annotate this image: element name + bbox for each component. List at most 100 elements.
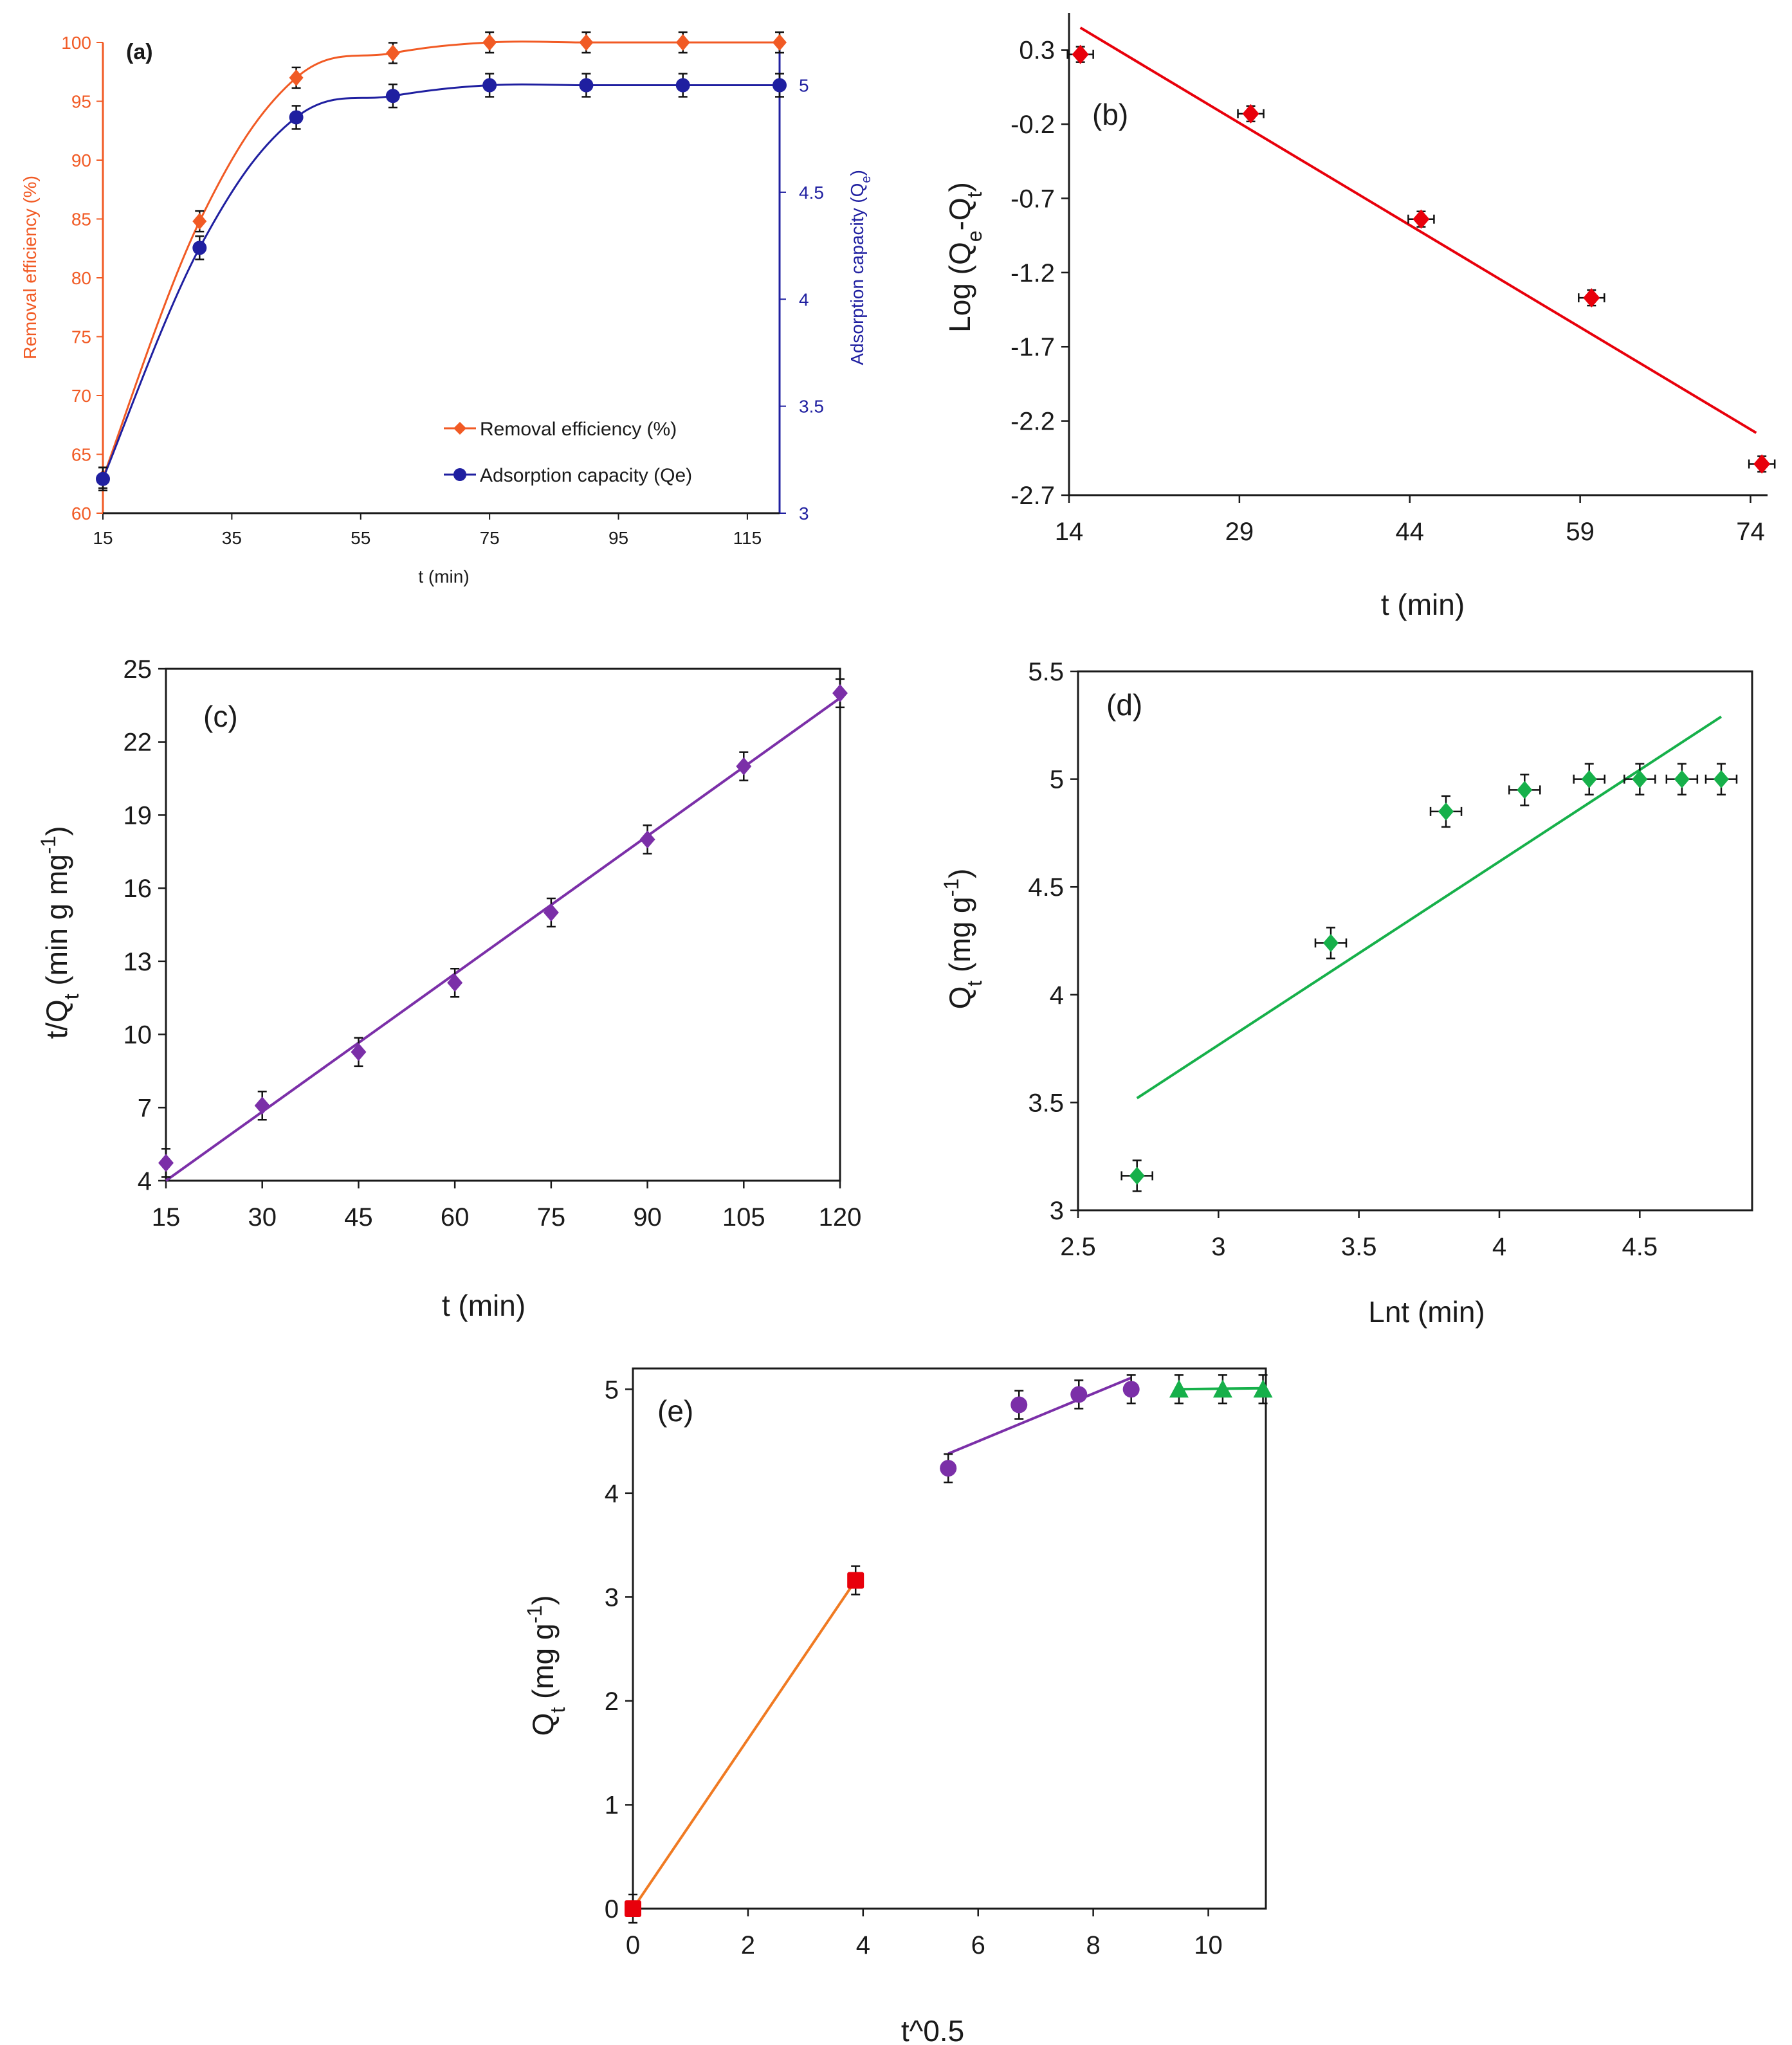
panel-e-data-point-stage-2	[1122, 1381, 1140, 1398]
panel-a-efficiency-point	[192, 213, 207, 230]
panel-c-plot-frame	[165, 668, 841, 1182]
panel-a-right-tick-label: 5	[799, 76, 809, 96]
panel-e-y-tick-label: 3	[605, 1583, 619, 1612]
panel-b-y-tick-label: -0.7	[1010, 185, 1055, 213]
panel-a-capacity-point	[96, 471, 110, 486]
panel-c-y-tick-label: 19	[123, 801, 152, 830]
panel-c-data-point	[351, 1042, 367, 1061]
panel-a-capacity-point	[482, 78, 497, 93]
panel-c-data-point	[254, 1096, 270, 1115]
panel-b-data-point	[1242, 104, 1259, 123]
panel-d-x-tick-label: 4.5	[1622, 1233, 1658, 1261]
panel-c-data-point	[736, 757, 752, 776]
panel-a-capacity-point	[192, 241, 207, 255]
panel-a-efficiency-curve	[102, 41, 780, 478]
panel-b-data-point	[1413, 209, 1430, 229]
panel-d-y-tick-label: 3	[1050, 1197, 1064, 1225]
panel-a-capacity-point	[385, 89, 400, 104]
panel-a-x-tick-label: 55	[351, 528, 370, 548]
panel-c-x-tick-label: 45	[344, 1203, 373, 1232]
panel-d-y-tick-label: 3.5	[1028, 1089, 1064, 1117]
panel-a-ylabel-left: Removal efficiency (%)	[20, 176, 40, 359]
panel-c-x-tick-label: 90	[633, 1203, 662, 1232]
panel-d-y-tick-label: 4	[1050, 981, 1064, 1010]
panel-c-data-point	[639, 830, 655, 849]
panel-c-label: (c)	[203, 700, 238, 733]
panel-b-x-tick-label: 59	[1566, 518, 1595, 546]
panel-b-xlabel: t (min)	[1381, 588, 1465, 621]
panel-a-legend-efficiency: Removal efficiency (%)	[480, 419, 677, 440]
panel-c-x-tick-label: 30	[248, 1203, 277, 1232]
panel-b-x-tick-label: 29	[1225, 518, 1254, 546]
panel-e-x-tick-label: 0	[626, 1931, 640, 1959]
panel-c-y-tick-label: 10	[123, 1021, 152, 1050]
panel-e-x-tick-label: 10	[1194, 1931, 1223, 1959]
panel-a-capacity-point	[579, 78, 594, 93]
panel-a-left-tick-label: 65	[71, 445, 91, 465]
panel-d-ylabel: Qt (mg g-1)	[940, 869, 986, 1010]
panel-c-pseudo-second-order: (c) t (min) t/Qt (min g mg-1) 15 30 45 60 75…	[37, 655, 861, 1322]
panel-a-legend: Removal efficiency (%) Adsorption capaci…	[444, 419, 692, 486]
panel-a-left-tick-label: 95	[71, 92, 91, 112]
panel-e-y-tick-label: 1	[605, 1791, 619, 1819]
panel-e-x-tick-label: 2	[741, 1931, 755, 1959]
panel-a-efficiency-capacity: (a) t (min) Removal efficiency (%) Adsor…	[20, 31, 873, 586]
panel-a-capacity-point	[675, 78, 690, 93]
panel-b-y-tick-label: -2.2	[1010, 408, 1055, 436]
panel-d-y-tick-label: 5.5	[1028, 658, 1064, 686]
panel-e-y-tick-label: 5	[605, 1376, 619, 1404]
panel-d-fit-line	[1136, 715, 1723, 1100]
panel-a-capacity-point	[289, 110, 304, 125]
panel-a-x-tick-label: 35	[222, 528, 242, 548]
panel-d-data-point	[1581, 770, 1597, 788]
legend-diamond-marker	[453, 422, 466, 435]
panel-b-x-tick-label: 44	[1396, 518, 1425, 546]
panel-c-ylabel: t/Qt (min g mg-1)	[37, 826, 83, 1039]
panel-a-efficiency-point	[579, 34, 594, 51]
panel-a-x-tick-label: 95	[608, 528, 628, 548]
panel-a-right-tick-label: 3.5	[799, 397, 824, 417]
panel-a-x-tick-label: 15	[93, 528, 113, 548]
panel-c-data-point	[832, 684, 848, 702]
panel-b-data-point	[1753, 454, 1771, 474]
panel-a-left-tick-label: 70	[71, 386, 91, 406]
panel-e-plot-frame	[632, 1367, 1267, 1910]
panel-e-data-point-stage-3	[1253, 1379, 1273, 1398]
panel-e-x-tick-label: 6	[971, 1931, 985, 1959]
panel-b-x-tick-label: 14	[1055, 518, 1084, 546]
panel-c-y-tick-label: 13	[123, 948, 152, 976]
panel-d-data-point	[1517, 781, 1533, 799]
panel-a-left-tick-label: 100	[61, 33, 91, 53]
panel-c-y-tick-label: 16	[123, 875, 152, 903]
panel-d-data-point	[1674, 770, 1690, 788]
panel-a-x-tick-label: 115	[733, 528, 762, 548]
panel-d-plot-frame	[1077, 670, 1753, 1212]
panel-c-y-tick-label: 4	[138, 1167, 152, 1195]
panel-a-efficiency-point	[385, 44, 400, 62]
panel-e-data-point-stage-2	[940, 1460, 957, 1477]
panel-e-data-point-stage-3	[1169, 1379, 1189, 1398]
panel-b-y-tick-label: -1.7	[1010, 333, 1055, 361]
panel-e-fit-line-stage-2	[947, 1376, 1132, 1455]
panel-a-xlabel: t (min)	[418, 567, 469, 586]
panel-b-y-tick-label: -2.7	[1010, 482, 1055, 510]
panel-d-data-point	[1438, 802, 1454, 821]
panel-d-x-tick-label: 3	[1211, 1233, 1225, 1261]
panel-a-right-tick-label: 3	[799, 504, 809, 523]
panel-a-label: (a)	[126, 40, 153, 64]
panel-b-y-tick-label: -0.2	[1010, 111, 1055, 139]
panel-a-right-tick-label: 4.5	[799, 183, 824, 203]
panel-d-data-point	[1323, 934, 1339, 952]
panel-d-y-tick-label: 5	[1050, 766, 1064, 794]
panel-d-x-tick-label: 2.5	[1060, 1233, 1096, 1261]
panel-e-label: (e)	[657, 1394, 693, 1428]
panel-b-data-point	[1583, 288, 1600, 308]
panel-d-data-point	[1713, 770, 1729, 788]
panel-e-data-point-stage-3	[1212, 1379, 1232, 1398]
panel-d-xlabel: Lnt (min)	[1368, 1295, 1485, 1329]
panel-a-left-tick-label: 60	[71, 504, 91, 523]
panel-a-capacity-curve	[102, 83, 780, 480]
panel-d-y-tick-label: 4.5	[1028, 873, 1064, 902]
panel-a-left-tick-label: 80	[71, 268, 91, 288]
panel-d-x-tick-label: 4	[1492, 1233, 1506, 1261]
